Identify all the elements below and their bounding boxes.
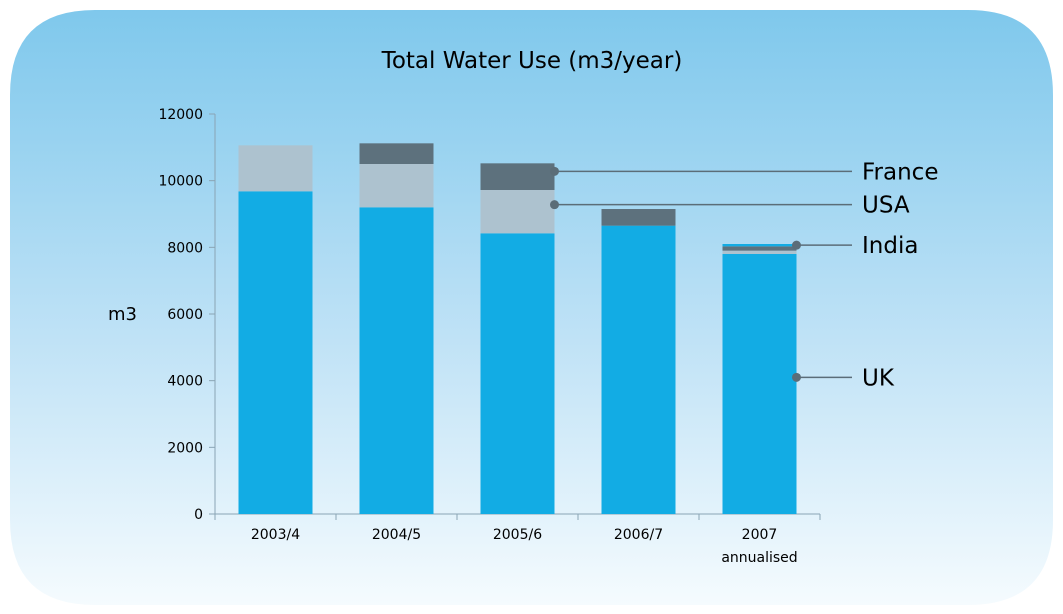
legend-label-india: India <box>862 233 918 259</box>
bar-segment-uk <box>238 191 313 515</box>
bar-segment-usa <box>238 145 313 192</box>
legend-label-usa: USA <box>862 193 910 219</box>
x-tick-label: 2004/5 <box>372 527 421 543</box>
bar-segment-france <box>480 163 555 190</box>
x-tick-label: 2005/6 <box>493 527 542 543</box>
bar-segment-usa <box>722 250 797 254</box>
tick-labels: 0 2000 4000 6000 8000 10000 12000 2003/4 2004/5 2… <box>158 107 797 566</box>
y-tick-label: 6000 <box>167 307 203 323</box>
chart-title: Total Water Use (m3/year) <box>381 48 683 74</box>
bar-segment-india <box>722 244 797 247</box>
x-tick-label-sub: annualised <box>721 550 797 566</box>
legend-callouts: France USA India UK <box>550 159 938 391</box>
y-tick-label: 0 <box>194 507 203 523</box>
callout-dot-usa <box>550 200 559 210</box>
bar-segment-uk <box>722 254 797 514</box>
y-axis-label: m3 <box>108 304 137 325</box>
y-tick-label: 8000 <box>167 240 203 256</box>
x-tick-label: 2006/7 <box>614 527 663 543</box>
bar-segment-france <box>359 143 434 164</box>
bar-segment-france <box>601 209 676 226</box>
y-tick-label: 4000 <box>167 374 203 390</box>
legend-label-france: France <box>862 159 938 185</box>
y-tick-label: 2000 <box>167 440 203 456</box>
x-tick-label: 2007 <box>742 527 778 543</box>
bar-segment-uk <box>480 233 555 515</box>
bar-segment-france <box>722 246 797 251</box>
x-tick-label: 2003/4 <box>251 527 300 543</box>
bar-segment-usa <box>480 190 555 234</box>
callout-dot-france <box>550 166 559 176</box>
bar-segment-usa <box>359 164 434 208</box>
y-tick-label: 12000 <box>158 107 203 123</box>
callout-dot-india <box>792 240 801 250</box>
bar-segment-uk <box>359 207 434 515</box>
bar-segment-uk <box>601 225 676 514</box>
legend-label-uk: UK <box>862 365 895 391</box>
y-tick-label: 10000 <box>158 174 203 190</box>
callout-dot-uk <box>792 372 801 382</box>
bars <box>238 143 797 515</box>
